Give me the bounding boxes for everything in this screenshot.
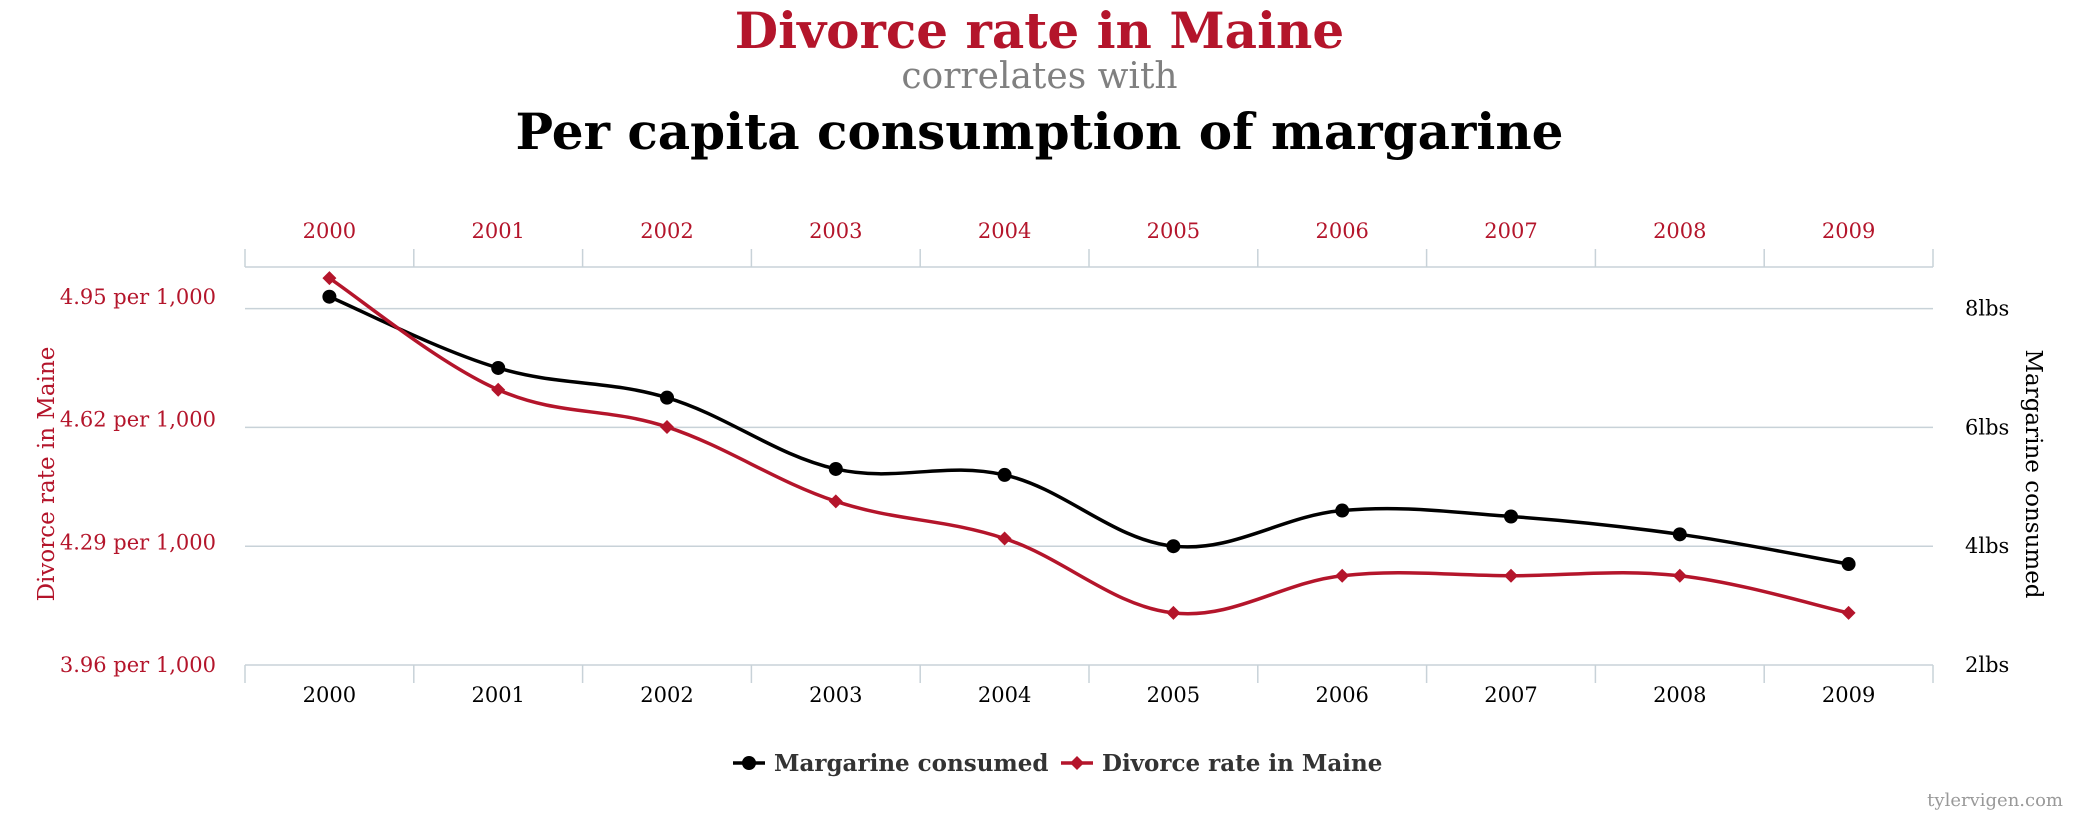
right-axis-tick-label: 8lbs bbox=[1965, 297, 2009, 321]
margarine-point bbox=[1841, 557, 1856, 572]
x-tick-label-top: 2000 bbox=[303, 219, 356, 243]
divorce-rate-point bbox=[1841, 605, 1856, 620]
margarine-point bbox=[1504, 509, 1518, 524]
divorce-rate-point bbox=[322, 271, 337, 286]
divorce-rate-point bbox=[1672, 568, 1687, 583]
x-tick-label-bottom: 2003 bbox=[809, 683, 862, 707]
x-tick-label-top: 2001 bbox=[471, 219, 524, 243]
x-tick-label-top: 2007 bbox=[1484, 219, 1537, 243]
x-tick-label-top: 2005 bbox=[1147, 219, 1200, 243]
x-tick-label-bottom: 2006 bbox=[1315, 683, 1368, 707]
divorce-rate-point bbox=[491, 382, 506, 397]
x-tick-label-top: 2004 bbox=[978, 219, 1031, 243]
divorce-rate-point bbox=[828, 494, 843, 509]
x-tick-label-bottom: 2004 bbox=[978, 683, 1031, 707]
divorce-rate-point bbox=[1166, 605, 1181, 620]
divorce-rate-point bbox=[1335, 568, 1350, 583]
right-axis-title: Margarine consumed bbox=[2020, 349, 2046, 598]
x-tick-label-top: 2008 bbox=[1653, 219, 1706, 243]
legend-divorce-label: Divorce rate in Maine bbox=[1102, 750, 1382, 777]
margarine-line bbox=[328, 295, 1849, 566]
x-tick-label-top: 2002 bbox=[640, 219, 693, 243]
left-axis-tick-label: 4.29 per 1,000 bbox=[60, 530, 216, 554]
divorce-rate-point bbox=[1504, 568, 1518, 583]
margarine-point bbox=[322, 289, 337, 304]
margarine-point bbox=[828, 461, 843, 476]
x-tick-label-top: 2006 bbox=[1315, 219, 1368, 243]
margarine-point bbox=[997, 467, 1012, 482]
x-tick-label-bottom: 2002 bbox=[640, 683, 693, 707]
divorce-rate-line bbox=[328, 276, 1849, 616]
legend-divorce-marker-icon bbox=[1070, 756, 1084, 770]
x-tick-label-bottom: 2005 bbox=[1147, 683, 1200, 707]
x-tick-label-top: 2003 bbox=[809, 219, 862, 243]
margarine-point bbox=[1166, 539, 1181, 554]
margarine-point bbox=[1335, 503, 1350, 518]
x-tick-label-top: 2009 bbox=[1822, 219, 1875, 243]
x-tick-label-bottom: 2001 bbox=[471, 683, 524, 707]
right-axis-tick-label: 2lbs bbox=[1965, 653, 2009, 677]
right-axis-tick-label: 4lbs bbox=[1965, 534, 2009, 558]
x-tick-label-bottom: 2008 bbox=[1653, 683, 1706, 707]
x-tick-label-bottom: 2009 bbox=[1822, 683, 1875, 707]
chart-title: Divorce rate in Maine bbox=[734, 1, 1345, 60]
divorce-rate-point bbox=[997, 531, 1012, 546]
left-axis-tick-label: 3.96 per 1,000 bbox=[60, 653, 216, 677]
margarine-point bbox=[1672, 527, 1687, 542]
margarine-point bbox=[491, 360, 506, 375]
divorce-rate-point bbox=[660, 419, 674, 434]
margarine-point bbox=[660, 390, 674, 405]
chart-subtitle: correlates with bbox=[901, 56, 1178, 97]
left-axis-tick-label: 4.62 per 1,000 bbox=[60, 408, 216, 432]
left-axis-title: Divorce rate in Maine bbox=[34, 347, 60, 602]
chart-title-secondary: Per capita consumption of margarine bbox=[515, 102, 1564, 161]
x-tick-label-bottom: 2007 bbox=[1484, 683, 1537, 707]
credit-text: tylervigen.com bbox=[1927, 790, 2063, 811]
legend-margarine-label: Margarine consumed bbox=[774, 750, 1048, 777]
right-axis-tick-label: 6lbs bbox=[1965, 415, 2009, 439]
left-axis-tick-label: 4.95 per 1,000 bbox=[60, 285, 216, 309]
x-tick-label-bottom: 2000 bbox=[303, 683, 356, 707]
legend-margarine-marker-icon bbox=[742, 756, 756, 770]
